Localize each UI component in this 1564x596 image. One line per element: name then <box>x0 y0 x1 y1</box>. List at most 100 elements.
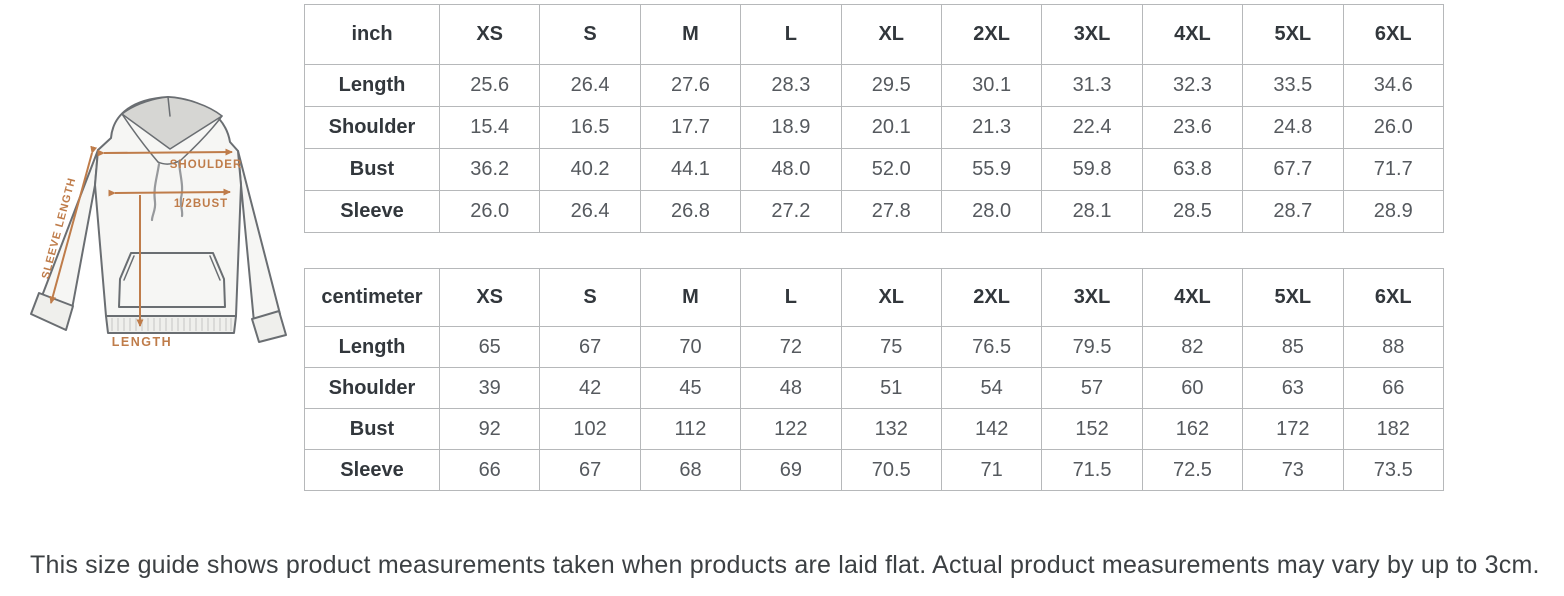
measurement-value-cell: 31.3 <box>1041 64 1143 107</box>
measurement-value-cell: 28.9 <box>1342 190 1445 233</box>
measurement-value-cell: 112 <box>639 408 742 450</box>
size-column-header: 3XL <box>1041 4 1143 65</box>
measurement-value-cell: 152 <box>1041 408 1143 450</box>
measurement-row-label: Shoulder <box>304 106 440 149</box>
measurement-value-cell: 39 <box>438 367 541 409</box>
measurement-value-cell: 142 <box>940 408 1043 450</box>
measurement-row: Length 25.6 26.4 27.6 28.3 29.5 30.1 31.3 32.3 33… <box>304 64 1445 107</box>
size-column-header: M <box>639 268 742 327</box>
measurement-row-label: Sleeve <box>304 449 440 491</box>
measurement-row-label: Sleeve <box>304 190 440 233</box>
measurement-row: Length 65 67 70 72 75 76.5 79.5 82 85 88 <box>304 326 1445 368</box>
hood-center-seam <box>167 96 171 117</box>
measurement-value-cell: 45 <box>639 367 742 409</box>
measurement-value-cell: 102 <box>539 408 641 450</box>
size-table-inch: inch XS S M L XL 2XL 3XL 4XL 5XL 6XL Length 25.6 26.4… <box>304 4 1445 233</box>
hood-right-flap <box>180 115 223 161</box>
measurement-value-cell: 122 <box>740 408 842 450</box>
measurement-value-cell: 42 <box>539 367 641 409</box>
measurement-value-cell: 20.1 <box>840 106 942 149</box>
hoodie-pocket <box>118 252 226 308</box>
size-column-header: L <box>740 268 842 327</box>
measurement-value-cell: 24.8 <box>1242 106 1344 149</box>
measurement-value-cell: 75 <box>840 326 942 368</box>
measurement-value-cell: 70 <box>639 326 742 368</box>
measurement-value-cell: 72.5 <box>1141 449 1244 491</box>
measurement-value-cell: 85 <box>1242 326 1344 368</box>
measurement-value-cell: 67 <box>539 326 641 368</box>
measurement-value-cell: 48.0 <box>740 148 842 191</box>
measurement-value-cell: 33.5 <box>1242 64 1344 107</box>
measurement-value-cell: 70.5 <box>840 449 942 491</box>
size-table-centimeter: centimeter XS S M L XL 2XL 3XL 4XL 5XL 6XL Length 65… <box>304 268 1445 491</box>
bust-measure-arrow <box>108 188 231 197</box>
measurement-value-cell: 29.5 <box>840 64 942 107</box>
measurement-value-cell: 76.5 <box>940 326 1043 368</box>
unit-header-cell: inch <box>304 4 440 65</box>
measurement-value-cell: 51 <box>840 367 942 409</box>
measurement-value-cell: 63 <box>1242 367 1344 409</box>
measurement-value-cell: 26.8 <box>639 190 742 233</box>
measurement-value-cell: 66 <box>438 449 541 491</box>
measurement-row: Bust 92 102 112 122 132 142 152 162 172 182 <box>304 408 1445 450</box>
shoulder-measure-arrow <box>97 148 233 157</box>
measurement-value-cell: 28.5 <box>1141 190 1244 233</box>
measurement-row: Bust 36.2 40.2 44.1 48.0 52.0 55.9 59.8 63.8 67.7… <box>304 148 1445 191</box>
measurement-value-cell: 73 <box>1242 449 1344 491</box>
measurement-value-cell: 172 <box>1242 408 1344 450</box>
size-column-header: 2XL <box>940 268 1043 327</box>
measurement-value-cell: 44.1 <box>639 148 742 191</box>
measurement-value-cell: 28.3 <box>740 64 842 107</box>
measurement-value-cell: 30.1 <box>940 64 1043 107</box>
size-table-header-row: inch XS S M L XL 2XL 3XL 4XL 5XL 6XL <box>304 4 1445 65</box>
measurement-row-label: Length <box>304 64 440 107</box>
measurement-value-cell: 22.4 <box>1041 106 1143 149</box>
measurement-value-cell: 57 <box>1041 367 1143 409</box>
measurement-value-cell: 23.6 <box>1141 106 1244 149</box>
size-column-header: 5XL <box>1242 4 1344 65</box>
measurement-row: Shoulder 39 42 45 48 51 54 57 60 63 66 <box>304 367 1445 409</box>
measurement-value-cell: 162 <box>1141 408 1244 450</box>
measurement-value-cell: 72 <box>740 326 842 368</box>
size-column-header: S <box>539 4 641 65</box>
measurement-value-cell: 182 <box>1342 408 1445 450</box>
size-column-header: 6XL <box>1342 4 1445 65</box>
size-column-header: 5XL <box>1242 268 1344 327</box>
measurement-value-cell: 21.3 <box>940 106 1043 149</box>
size-column-header: L <box>740 4 842 65</box>
measurement-value-cell: 36.2 <box>438 148 541 191</box>
measurement-value-cell: 26.4 <box>539 64 641 107</box>
measurement-value-cell: 27.6 <box>639 64 742 107</box>
measurement-value-cell: 25.6 <box>438 64 541 107</box>
measurement-value-cell: 52.0 <box>840 148 942 191</box>
measurement-value-cell: 65 <box>438 326 541 368</box>
pocket-right-opening <box>209 255 221 281</box>
measurement-value-cell: 59.8 <box>1041 148 1143 191</box>
measurement-value-cell: 17.7 <box>639 106 742 149</box>
drawstring-left <box>150 162 161 222</box>
bust-measure-label: 1/2BUST <box>174 198 228 210</box>
measurement-value-cell: 132 <box>840 408 942 450</box>
measurement-value-cell: 60 <box>1141 367 1244 409</box>
size-table-header-row: centimeter XS S M L XL 2XL 3XL 4XL 5XL 6XL <box>304 268 1445 327</box>
size-column-header: 6XL <box>1342 268 1445 327</box>
measurement-value-cell: 66 <box>1342 367 1445 409</box>
sleeve-length-measure-arrow <box>49 145 98 304</box>
size-column-header: 2XL <box>940 4 1043 65</box>
measurement-value-cell: 26.4 <box>539 190 641 233</box>
measurement-value-cell: 27.8 <box>840 190 942 233</box>
measurement-row: Sleeve 26.0 26.4 26.8 27.2 27.8 28.0 28.1 28.5 28… <box>304 190 1445 233</box>
measurement-row-label: Bust <box>304 148 440 191</box>
drawstring-right <box>177 160 184 218</box>
measurement-value-cell: 63.8 <box>1141 148 1244 191</box>
measurement-value-cell: 48 <box>740 367 842 409</box>
hoodie-measurement-diagram: SHOULDER 1/2BUST SLEEVE LENGTH LENGTH <box>18 86 300 378</box>
measurement-value-cell: 73.5 <box>1342 449 1445 491</box>
size-column-header: 3XL <box>1041 268 1143 327</box>
measurement-value-cell: 55.9 <box>940 148 1043 191</box>
measurement-value-cell: 28.7 <box>1242 190 1344 233</box>
measurement-value-cell: 54 <box>940 367 1043 409</box>
measurement-row-label: Length <box>304 326 440 368</box>
size-column-header: S <box>539 268 641 327</box>
